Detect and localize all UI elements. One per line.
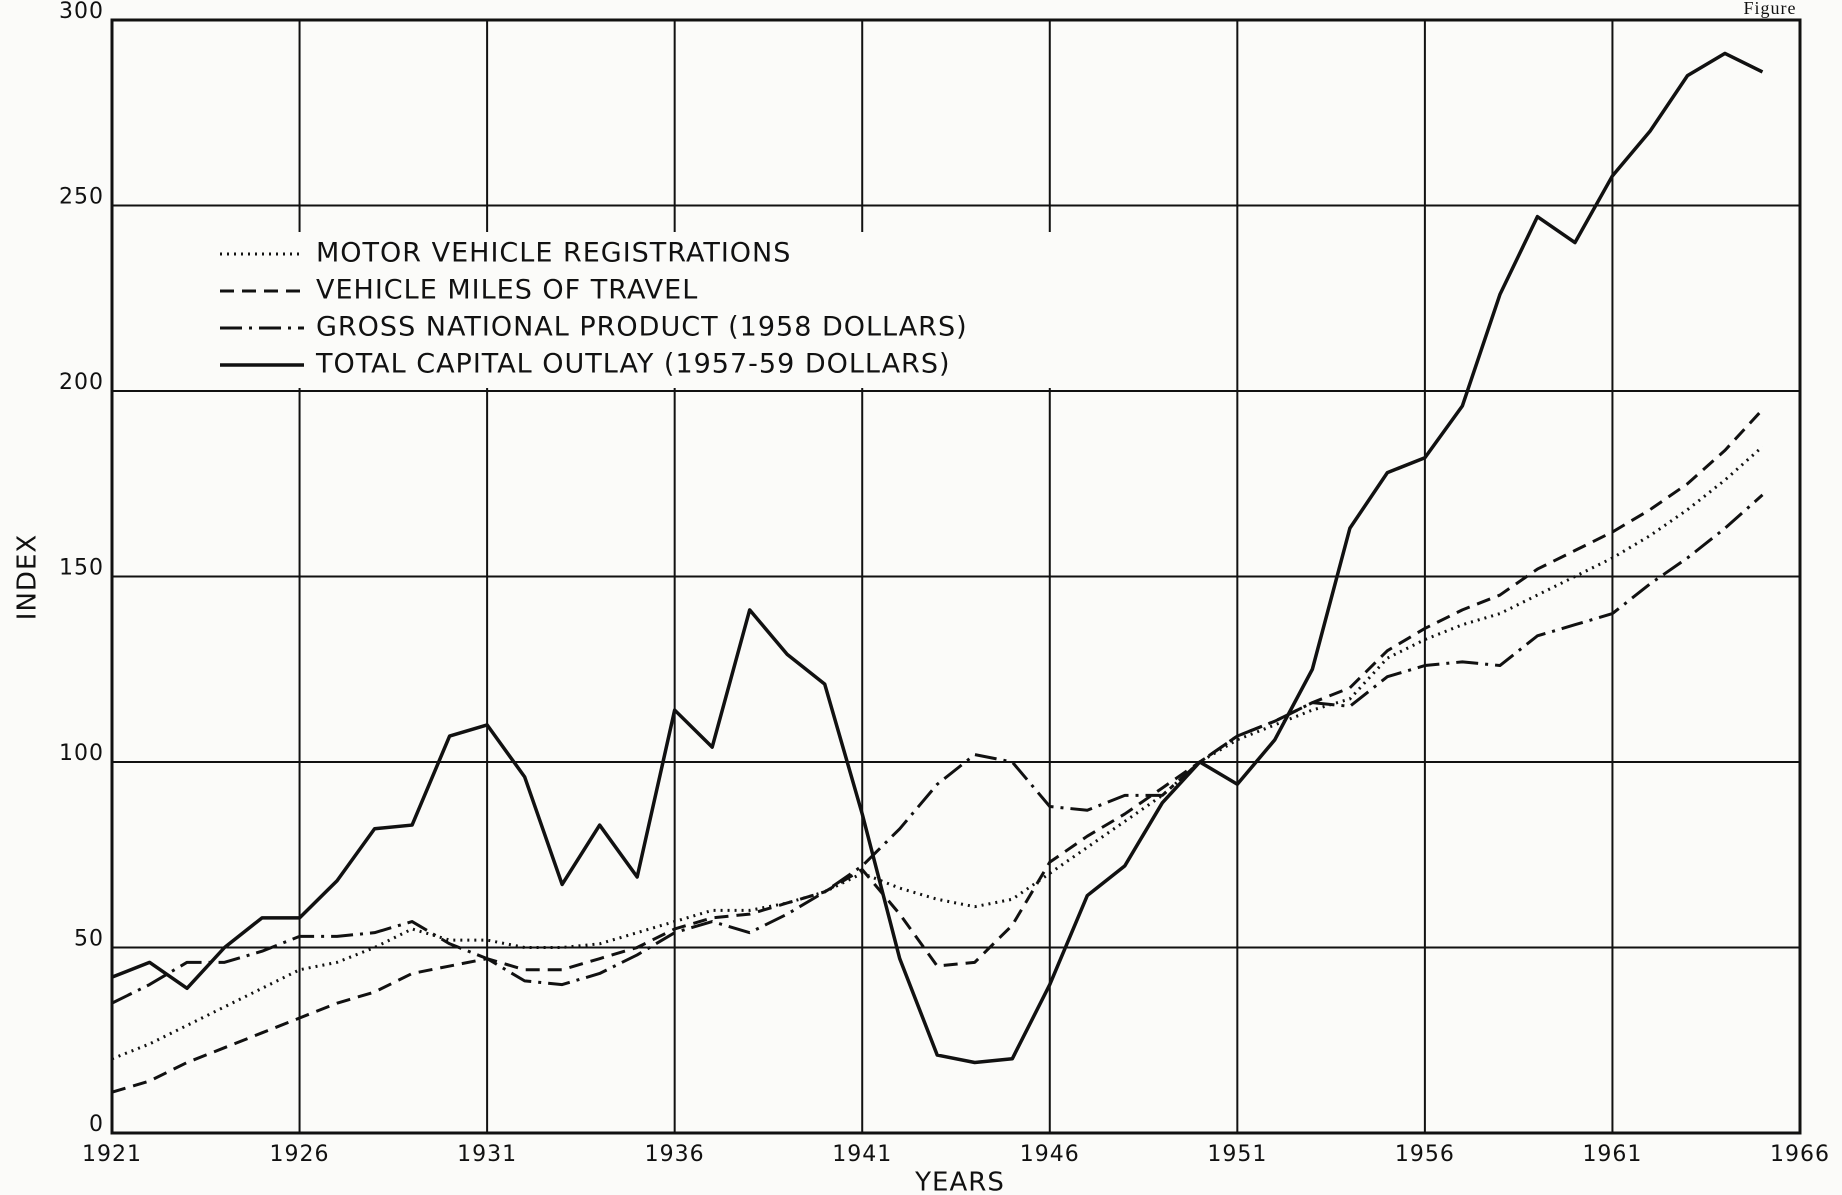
x-tick-label: 1921 bbox=[82, 1142, 142, 1167]
x-tick-label: 1961 bbox=[1582, 1142, 1642, 1167]
series-line bbox=[111, 408, 1764, 1094]
y-tick-label: 250 bbox=[59, 185, 104, 210]
legend-label: VEHICLE MILES OF TRAVEL bbox=[316, 275, 698, 306]
x-tick-label: 1966 bbox=[1770, 1142, 1830, 1167]
legend-box bbox=[210, 232, 1090, 388]
y-tick-label: 100 bbox=[59, 741, 104, 766]
x-tick-label: 1926 bbox=[270, 1142, 330, 1167]
x-tick-label: 1936 bbox=[645, 1142, 705, 1167]
x-axis-label: YEARS bbox=[914, 1168, 1005, 1195]
y-tick-label: 200 bbox=[59, 370, 104, 395]
x-tick-label: 1956 bbox=[1395, 1142, 1455, 1167]
x-tick-label: 1931 bbox=[457, 1142, 517, 1167]
legend-label: MOTOR VEHICLE REGISTRATIONS bbox=[316, 238, 791, 269]
y-tick-label: 50 bbox=[74, 927, 104, 952]
legend-label: GROSS NATIONAL PRODUCT (1958 DOLLARS) bbox=[316, 312, 968, 343]
series-line bbox=[111, 493, 1764, 1005]
series-line bbox=[111, 51, 1764, 1065]
legend-label: TOTAL CAPITAL OUTLAY (1957-59 DOLLARS) bbox=[315, 349, 951, 380]
y-tick-label: 300 bbox=[59, 0, 104, 24]
y-tick-label: 150 bbox=[59, 556, 104, 581]
x-tick-label: 1951 bbox=[1207, 1142, 1267, 1167]
series-line bbox=[111, 445, 1764, 1061]
annotation: Figure bbox=[1744, 0, 1797, 18]
y-tick-label: 0 bbox=[89, 1112, 104, 1137]
x-tick-label: 1946 bbox=[1020, 1142, 1080, 1167]
y-axis-label: INDEX bbox=[13, 534, 43, 620]
x-tick-label: 1941 bbox=[832, 1142, 892, 1167]
